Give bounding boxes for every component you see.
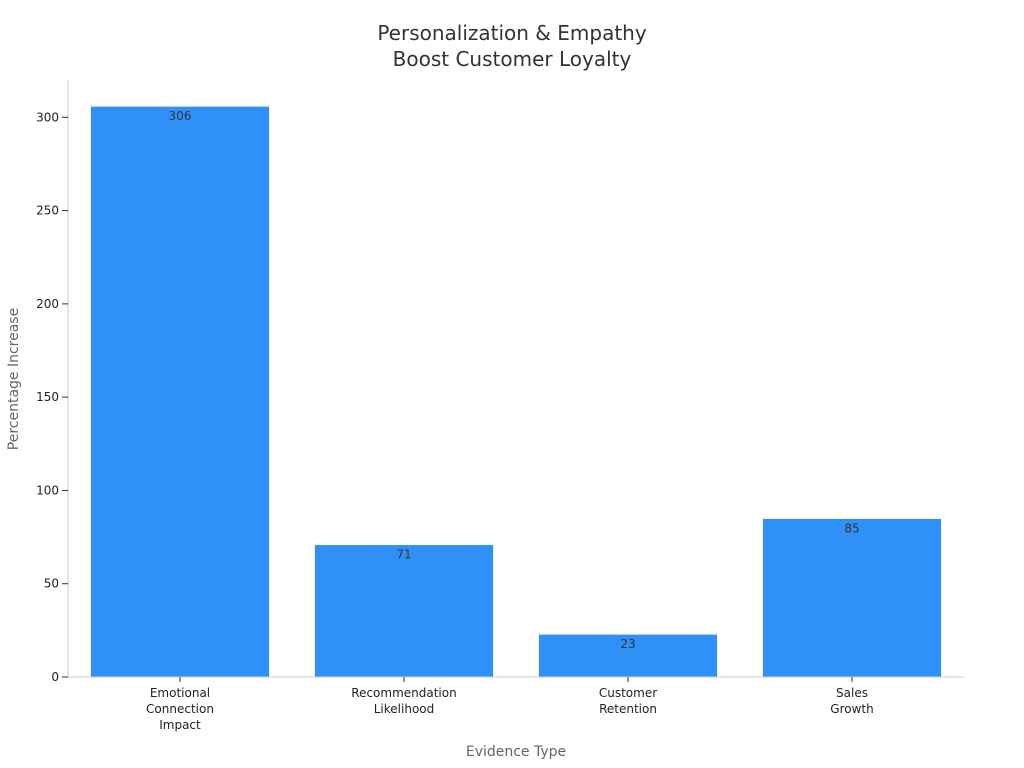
bar-value-label-2: 23 (620, 637, 635, 651)
y-tick-label-0: 0 (51, 670, 59, 684)
y-tick-label-4: 200 (36, 297, 59, 311)
y-tick-label-6: 300 (36, 110, 59, 124)
bar-2 (537, 633, 719, 678)
x-tick-label-0-line-2: Impact (159, 718, 201, 732)
x-tick-label-2: Customer Retention (599, 686, 657, 716)
chart-title-line-2: Boost Customer Loyalty (393, 47, 632, 71)
y-tick-label-5: 250 (36, 204, 59, 218)
bar-1 (313, 544, 495, 678)
chart-title-line-1: Personalization & Empathy (377, 21, 647, 45)
bar-value-label-3: 85 (844, 521, 859, 535)
x-tick-label-2-line-1: Retention (599, 702, 657, 716)
chart-title: Personalization & Empathy Boost Customer… (377, 21, 647, 71)
x-tick-label-0: Emotional Connection Impact (146, 686, 214, 732)
y-tick-label-3: 150 (36, 390, 59, 404)
bars-group (89, 105, 943, 678)
x-tick-label-1-line-0: Recommendation (351, 686, 456, 700)
x-ticks-group: Emotional Connection Impact Recommendation L… (146, 677, 874, 732)
x-tick-label-3-line-0: Sales (836, 686, 868, 700)
x-tick-label-0-line-0: Emotional (150, 686, 210, 700)
y-axis-title: Percentage Increase (6, 308, 22, 450)
bar-value-label-1: 71 (396, 548, 411, 562)
y-tick-label-2: 100 (36, 483, 59, 497)
bar-0 (89, 105, 271, 678)
y-ticks-group: 0 50 100 150 200 250 300 (36, 110, 68, 684)
x-tick-label-3: Sales Growth (830, 686, 873, 716)
y-tick-label-1: 50 (44, 577, 59, 591)
x-tick-label-2-line-0: Customer (599, 686, 657, 700)
bar-value-label-0: 306 (169, 109, 192, 123)
bar-3 (761, 517, 943, 678)
bar-labels-group: 306 71 23 85 (169, 109, 860, 651)
x-tick-label-1-line-1: Likelihood (374, 702, 435, 716)
x-axis-title: Evidence Type (466, 744, 566, 760)
x-tick-label-0-line-1: Connection (146, 702, 214, 716)
x-tick-label-3-line-1: Growth (830, 702, 873, 716)
x-tick-label-1: Recommendation Likelihood (351, 686, 456, 716)
